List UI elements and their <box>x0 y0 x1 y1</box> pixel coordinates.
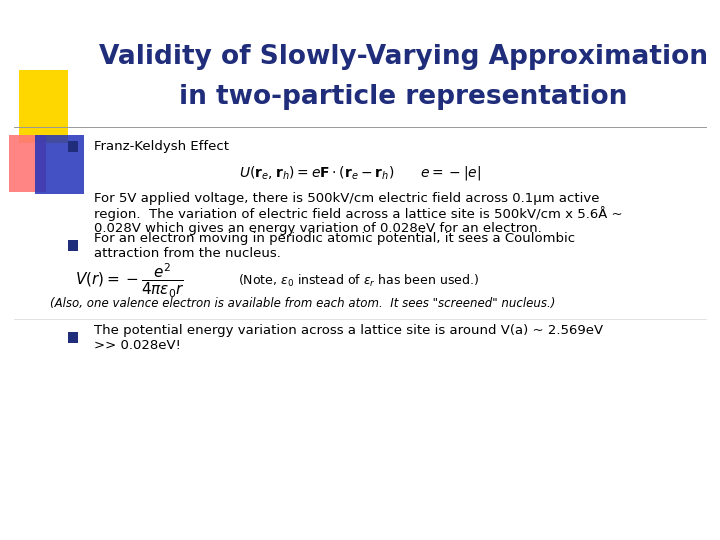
Text: Validity of Slowly-Varying Approximation: Validity of Slowly-Varying Approximation <box>99 44 708 70</box>
Bar <box>68 141 78 152</box>
Bar <box>68 332 78 343</box>
Text: $V(r) = -\dfrac{e^2}{4\pi\varepsilon_0 r}$: $V(r) = -\dfrac{e^2}{4\pi\varepsilon_0 r… <box>75 262 184 300</box>
Text: For 5V applied voltage, there is 500kV/cm electric field across 0.1μm active: For 5V applied voltage, there is 500kV/c… <box>94 192 599 205</box>
Bar <box>19 70 68 143</box>
Bar <box>35 135 84 194</box>
Text: The potential energy variation across a lattice site is around V(a) ~ 2.569eV: The potential energy variation across a … <box>94 324 603 337</box>
Text: region.  The variation of electric field across a lattice site is 500kV/cm x 5.6: region. The variation of electric field … <box>94 206 622 221</box>
Text: 0.028V which gives an energy variation of 0.028eV for an electron.: 0.028V which gives an energy variation o… <box>94 222 541 235</box>
Bar <box>68 240 78 251</box>
Text: >> 0.028eV!: >> 0.028eV! <box>94 339 181 352</box>
Text: Franz-Keldysh Effect: Franz-Keldysh Effect <box>94 140 229 153</box>
Text: attraction from the nucleus.: attraction from the nucleus. <box>94 247 281 260</box>
Text: (Also, one valence electron is available from each atom.  It sees "screened" nuc: (Also, one valence electron is available… <box>50 297 556 310</box>
Text: $U(\mathbf{r}_e, \mathbf{r}_h) = e\mathbf{F} \cdot (\mathbf{r}_e - \mathbf{r}_h): $U(\mathbf{r}_e, \mathbf{r}_h) = e\mathb… <box>239 164 481 182</box>
Text: (Note, $\varepsilon_0$ instead of $\varepsilon_r$ has been used.): (Note, $\varepsilon_0$ instead of $\vare… <box>238 273 479 289</box>
Text: in two-particle representation: in two-particle representation <box>179 84 627 110</box>
Text: For an electron moving in periodic atomic potential, it sees a Coulombic: For an electron moving in periodic atomi… <box>94 232 575 245</box>
Bar <box>9 135 46 192</box>
